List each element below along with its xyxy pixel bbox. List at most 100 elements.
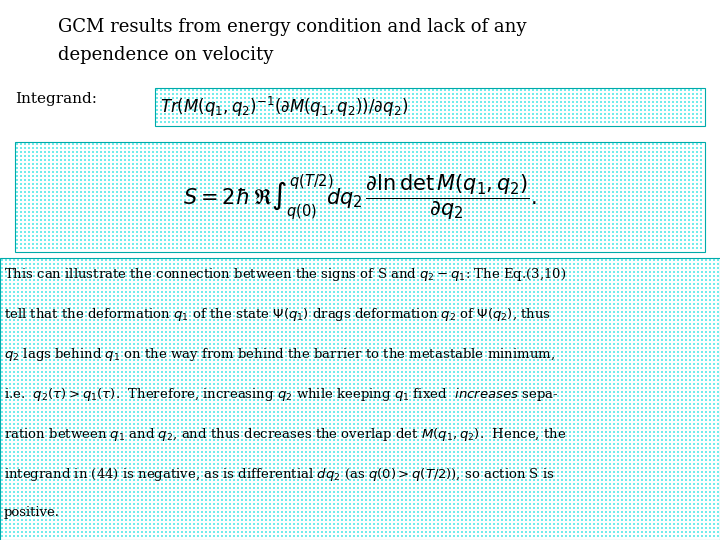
Point bbox=[279, 215, 291, 224]
Point bbox=[468, 380, 480, 388]
Point bbox=[236, 516, 248, 524]
Point bbox=[207, 204, 219, 212]
Point bbox=[583, 240, 595, 248]
Point bbox=[76, 316, 88, 325]
Point bbox=[224, 396, 235, 404]
Point bbox=[516, 244, 527, 252]
Point bbox=[640, 368, 652, 376]
Point bbox=[603, 114, 615, 123]
Point bbox=[455, 224, 467, 232]
Point bbox=[416, 492, 428, 501]
Point bbox=[104, 532, 116, 540]
Point bbox=[276, 308, 288, 316]
Point bbox=[691, 102, 703, 110]
Point bbox=[403, 86, 415, 94]
Point bbox=[492, 431, 504, 440]
Point bbox=[588, 336, 600, 345]
Point bbox=[595, 110, 607, 118]
Point bbox=[215, 140, 227, 149]
Point bbox=[495, 232, 507, 240]
Point bbox=[701, 360, 712, 368]
Point bbox=[264, 431, 276, 440]
Point bbox=[332, 400, 343, 408]
Point bbox=[540, 396, 552, 404]
Point bbox=[660, 372, 672, 380]
Point bbox=[287, 228, 299, 237]
Point bbox=[264, 340, 276, 348]
Point bbox=[504, 396, 516, 404]
Point bbox=[207, 172, 219, 180]
Point bbox=[176, 348, 188, 356]
Point bbox=[0, 268, 8, 276]
Point bbox=[456, 288, 468, 296]
Point bbox=[344, 388, 356, 396]
Point bbox=[327, 144, 339, 152]
Point bbox=[472, 471, 484, 480]
Point bbox=[480, 436, 492, 444]
Point bbox=[300, 86, 311, 94]
Point bbox=[680, 436, 692, 444]
Point bbox=[259, 110, 271, 118]
Point bbox=[440, 376, 451, 384]
Point bbox=[161, 451, 172, 460]
Point bbox=[400, 451, 412, 460]
Point bbox=[521, 471, 532, 480]
Point bbox=[168, 512, 180, 521]
Point bbox=[0, 255, 12, 264]
Point bbox=[12, 212, 23, 220]
Point bbox=[180, 296, 192, 305]
Point bbox=[408, 428, 420, 436]
Point bbox=[600, 496, 612, 504]
Point bbox=[364, 336, 376, 345]
Point bbox=[216, 492, 228, 501]
Point bbox=[424, 516, 436, 524]
Point bbox=[712, 303, 720, 312]
Point bbox=[248, 468, 260, 476]
Point bbox=[475, 152, 487, 160]
Point bbox=[676, 484, 688, 492]
Point bbox=[60, 428, 72, 436]
Point bbox=[356, 264, 368, 272]
Point bbox=[423, 140, 435, 149]
Point bbox=[604, 411, 616, 420]
Point bbox=[480, 388, 492, 396]
Point bbox=[328, 388, 340, 396]
Point bbox=[476, 340, 487, 348]
Point bbox=[604, 300, 616, 308]
Point bbox=[116, 504, 127, 512]
Point bbox=[319, 106, 330, 114]
Point bbox=[521, 404, 532, 413]
Point bbox=[71, 164, 83, 172]
Point bbox=[188, 448, 199, 456]
Point bbox=[567, 110, 579, 118]
Point bbox=[368, 440, 379, 448]
Point bbox=[40, 512, 52, 521]
Point bbox=[548, 296, 559, 305]
Point bbox=[547, 114, 559, 123]
Point bbox=[156, 312, 168, 320]
Point bbox=[524, 519, 536, 528]
Point bbox=[528, 400, 540, 408]
Point bbox=[184, 292, 196, 300]
Point bbox=[175, 102, 186, 110]
Point bbox=[260, 264, 271, 272]
Point bbox=[212, 516, 224, 524]
Point bbox=[143, 176, 155, 184]
Point bbox=[352, 276, 364, 285]
Point bbox=[183, 204, 194, 212]
Point bbox=[596, 524, 608, 532]
Point bbox=[593, 384, 604, 393]
Point bbox=[516, 332, 528, 340]
Point bbox=[684, 360, 696, 368]
Point bbox=[67, 240, 78, 248]
Point bbox=[300, 168, 311, 177]
Point bbox=[563, 144, 575, 152]
Point bbox=[275, 164, 287, 172]
Point bbox=[615, 184, 626, 192]
Point bbox=[341, 528, 352, 536]
Point bbox=[615, 172, 626, 180]
Point bbox=[283, 114, 294, 123]
Point bbox=[175, 140, 186, 149]
Point bbox=[575, 168, 587, 177]
Point bbox=[480, 232, 491, 240]
